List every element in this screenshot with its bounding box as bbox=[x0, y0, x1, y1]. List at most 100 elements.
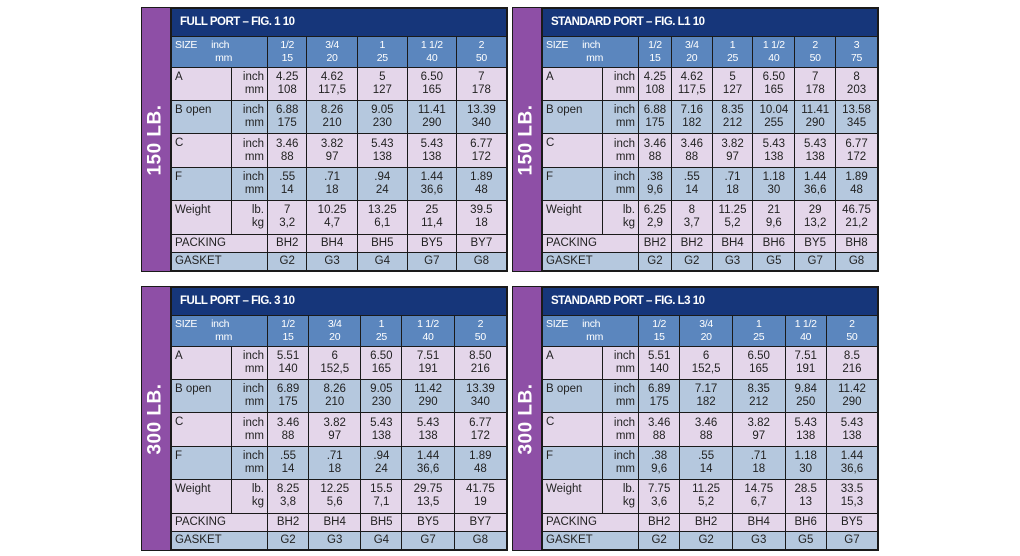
size-inch-value: 2 bbox=[812, 38, 818, 51]
size-header: SIZE inch mm bbox=[171, 315, 268, 347]
unit-secondary: mm bbox=[244, 396, 264, 409]
value-cell: 11.41 290 bbox=[794, 100, 837, 135]
value-secondary: 3,7 bbox=[683, 217, 700, 230]
gasket-row-value: G7 bbox=[825, 530, 879, 551]
value-cell: 5.51 140 bbox=[637, 345, 681, 381]
value-secondary: 138 bbox=[796, 429, 816, 442]
value-secondary: 88 bbox=[280, 150, 294, 163]
value-primary: .71 bbox=[324, 170, 341, 183]
value-secondary: 5,6 bbox=[326, 496, 343, 509]
pressure-class-band: 150 LB. bbox=[513, 8, 542, 271]
value-secondary: 178 bbox=[805, 83, 825, 96]
value-secondary: 172 bbox=[471, 150, 491, 163]
row-label: A bbox=[542, 66, 603, 102]
size-unit-inch: inch bbox=[211, 317, 230, 330]
unit-secondary: mm bbox=[615, 183, 635, 196]
dimension-table: STANDARD PORT – FIG. L3 10 SIZE inch mm 1/2 1… bbox=[542, 286, 879, 551]
gasket-row-value: G2 bbox=[638, 251, 672, 272]
size-mm-value: 15 bbox=[649, 51, 661, 64]
row-label: Weight bbox=[542, 479, 603, 514]
value-cell: 3.46 88 bbox=[679, 412, 733, 447]
value-primary: 5 bbox=[729, 70, 736, 83]
value-primary: 15.5 bbox=[370, 483, 393, 496]
size-column-header: 1 25 bbox=[356, 36, 408, 68]
value-cell: 1.89 48 bbox=[453, 445, 508, 481]
value-cell: 5.43 138 bbox=[752, 133, 796, 168]
size-unit-mm: mm bbox=[215, 51, 233, 64]
value-primary: 9.05 bbox=[371, 104, 394, 117]
value-cell: 4.25 108 bbox=[638, 66, 672, 102]
gasket-row-value: G3 bbox=[711, 251, 754, 272]
size-mm-value: 50 bbox=[846, 330, 858, 343]
value-primary: 14.75 bbox=[744, 483, 774, 496]
value-secondary: 172 bbox=[846, 150, 867, 163]
value-cell: 46.75 21,2 bbox=[835, 200, 878, 235]
value-primary: 3.82 bbox=[320, 137, 344, 150]
value-secondary: 5,2 bbox=[724, 217, 741, 230]
value-primary: 6.50 bbox=[420, 70, 444, 83]
value-secondary: 13 bbox=[799, 496, 813, 509]
row-units: lb. kg bbox=[602, 200, 639, 235]
value-primary: 4.62 bbox=[320, 70, 344, 83]
gasket-row-label: GASKET bbox=[542, 530, 639, 551]
value-primary: 5.43 bbox=[803, 137, 827, 150]
value-secondary: 97 bbox=[752, 429, 766, 442]
packing-row: PACKING BH2 BH2 BH4 BH6 BY5 BH8 bbox=[542, 233, 878, 253]
value-primary: 8.26 bbox=[323, 383, 346, 396]
unit-secondary: kg bbox=[622, 217, 635, 230]
value-secondary: 152,5 bbox=[320, 362, 350, 375]
value-secondary: 210 bbox=[325, 396, 345, 409]
unit-secondary: mm bbox=[615, 83, 635, 96]
value-secondary: 290 bbox=[422, 117, 442, 130]
value-cell: 21 9,6 bbox=[752, 200, 796, 235]
size-column-header: 1 25 bbox=[711, 36, 754, 68]
packing-row-value: BY5 bbox=[406, 233, 457, 253]
packing-row-value: BH2 bbox=[638, 233, 672, 253]
value-cell: 13.25 6,1 bbox=[356, 200, 408, 235]
value-primary: 5.51 bbox=[647, 349, 671, 362]
size-inch-value: 1 bbox=[729, 38, 736, 51]
value-secondary: 290 bbox=[805, 117, 825, 130]
size-inch-value: 2 bbox=[849, 317, 855, 330]
dimension-table: FULL PORT – FIG. 1 10 SIZE inch mm 1/2 15 3/4 2… bbox=[171, 7, 508, 272]
unit-primary: lb. bbox=[622, 204, 635, 217]
value-secondary: 290 bbox=[842, 396, 862, 409]
value-cell: 1.18 30 bbox=[784, 445, 827, 481]
value-secondary: 138 bbox=[372, 150, 392, 163]
value-secondary: 15,3 bbox=[840, 496, 864, 509]
value-cell: 9.84 250 bbox=[784, 379, 827, 414]
value-primary: 1.89 bbox=[845, 170, 868, 183]
row-units: inch mm bbox=[602, 412, 639, 447]
value-primary: 5.43 bbox=[370, 416, 393, 429]
value-primary: 8.5 bbox=[843, 349, 860, 362]
value-secondary: 138 bbox=[805, 150, 825, 163]
value-primary: 6.88 bbox=[643, 104, 667, 117]
value-cell: 7.75 3,6 bbox=[637, 479, 681, 514]
size-column-header: 2 50 bbox=[453, 315, 508, 347]
value-primary: 8.26 bbox=[320, 104, 344, 117]
value-secondary: 18 bbox=[325, 183, 339, 196]
unit-primary: lb. bbox=[251, 204, 264, 217]
unit-secondary: mm bbox=[244, 362, 264, 375]
value-secondary: 30 bbox=[799, 462, 813, 475]
value-cell: 1.44 36,6 bbox=[825, 445, 879, 481]
size-mm-value: 15 bbox=[282, 330, 294, 343]
value-secondary: 108 bbox=[277, 83, 297, 96]
value-secondary: 165 bbox=[371, 362, 391, 375]
value-primary: 1.89 bbox=[469, 449, 492, 462]
size-label: SIZE bbox=[546, 38, 569, 51]
gasket-row: GASKET G2 G3 G4 G7 G8 bbox=[171, 251, 508, 272]
unit-secondary: mm bbox=[615, 150, 635, 163]
value-primary: 29 bbox=[808, 204, 822, 217]
table-block-150-standard-port: 150 LB. STANDARD PORT – FIG. L1 10 SIZE inc… bbox=[512, 7, 879, 272]
size-inch-value: 1 1/2 bbox=[417, 317, 439, 330]
value-cell: 6.50 165 bbox=[406, 66, 457, 102]
row-units: inch mm bbox=[231, 445, 268, 481]
value-secondary: 178 bbox=[471, 83, 491, 96]
row-label: F bbox=[171, 445, 232, 481]
row-units: inch mm bbox=[231, 166, 268, 202]
value-primary: 6.88 bbox=[276, 104, 299, 117]
value-secondary: 9,6 bbox=[765, 217, 782, 230]
pressure-class-label: 150 LB. bbox=[145, 103, 166, 176]
value-cell: 13.39 340 bbox=[453, 379, 508, 414]
